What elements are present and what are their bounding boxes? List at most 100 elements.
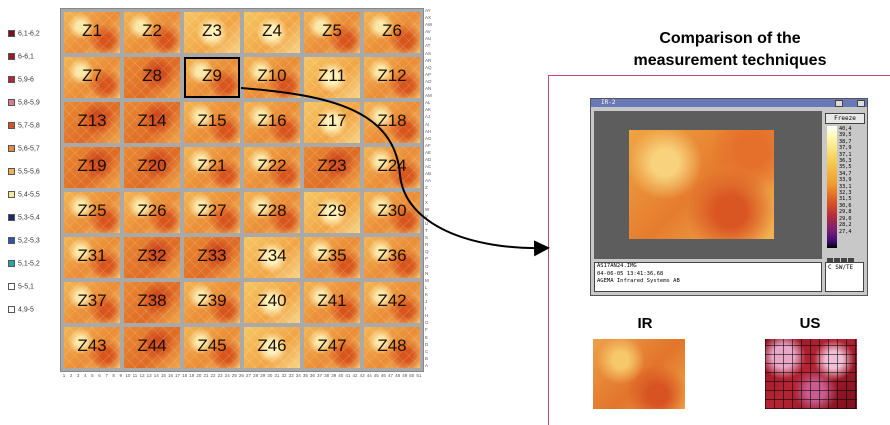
zone-cell[interactable]: Z15 bbox=[184, 102, 240, 143]
zone-label: Z31 bbox=[77, 246, 107, 265]
row-letter: AN bbox=[425, 86, 432, 92]
zone-cell[interactable]: Z19 bbox=[64, 147, 120, 188]
zone-cell[interactable]: Z23 bbox=[304, 147, 360, 188]
zone-cell[interactable]: Z33 bbox=[184, 237, 240, 278]
zone-cell[interactable]: Z36 bbox=[364, 237, 420, 278]
zone-cell[interactable]: Z48 bbox=[364, 327, 420, 368]
window-title-bar[interactable]: IR-2 bbox=[591, 99, 867, 107]
window-buttons bbox=[825, 100, 865, 108]
zone-grid: Z1 Z2 Z3 Z4 Z5 Z6 Z7 Z8 Z9 Z10 Z11 Z12 Z13 Z14 Z15 Z16 Z… bbox=[60, 8, 424, 372]
scale-value: 39,5 bbox=[839, 132, 852, 139]
zone-cell[interactable]: Z46 bbox=[244, 327, 300, 368]
zone-cell[interactable]: Z10 bbox=[244, 57, 300, 98]
row-letter: AS bbox=[425, 50, 432, 56]
thermography-window[interactable]: IR-2 Freeze 40,4 39,5 38,7 37,9 37,1 36,3 35,5… bbox=[590, 98, 868, 296]
zone-cell[interactable]: Z25 bbox=[64, 192, 120, 233]
zone-cell[interactable]: Z16 bbox=[244, 102, 300, 143]
zone-cell[interactable]: Z2 bbox=[124, 12, 180, 53]
zone-cell[interactable]: Z3 bbox=[184, 12, 240, 53]
zone-label: Z13 bbox=[77, 111, 107, 130]
zone-cell[interactable]: Z31 bbox=[64, 237, 120, 278]
column-number: 11 bbox=[132, 373, 138, 378]
row-letter: F bbox=[425, 327, 428, 333]
column-number: 50 bbox=[409, 373, 415, 378]
zone-cell[interactable]: Z4 bbox=[244, 12, 300, 53]
row-letter: J bbox=[425, 299, 428, 305]
scale-control-icon[interactable] bbox=[827, 258, 833, 264]
legend-item: 5,3-5,4 bbox=[8, 214, 40, 226]
row-letter: AP bbox=[425, 71, 432, 77]
minimize-icon[interactable] bbox=[835, 100, 844, 107]
zone-cell[interactable]: Z26 bbox=[124, 192, 180, 233]
legend-item: 5,6-5,7 bbox=[8, 145, 40, 157]
zone-cell[interactable]: Z39 bbox=[184, 282, 240, 323]
zone-label: Z20 bbox=[137, 156, 167, 175]
zone-label: Z39 bbox=[197, 291, 227, 310]
legend-item: 5,8-5,9 bbox=[8, 99, 40, 111]
zone-cell[interactable]: Z30 bbox=[364, 192, 420, 233]
zone-label: Z7 bbox=[82, 66, 102, 85]
scale-control-icon[interactable] bbox=[848, 258, 854, 264]
zone-cell[interactable]: Z9 bbox=[184, 57, 240, 98]
row-letter: T bbox=[425, 228, 428, 234]
row-letter: AO bbox=[425, 78, 432, 84]
zone-cell[interactable]: Z37 bbox=[64, 282, 120, 323]
zone-cell[interactable]: Z29 bbox=[304, 192, 360, 233]
zone-cell[interactable]: Z44 bbox=[124, 327, 180, 368]
zone-cell[interactable]: Z45 bbox=[184, 327, 240, 368]
zone-label: Z8 bbox=[142, 66, 162, 85]
zone-cell[interactable]: Z5 bbox=[304, 12, 360, 53]
column-number: 49 bbox=[402, 373, 408, 378]
zone-cell[interactable]: Z35 bbox=[304, 237, 360, 278]
maximize-icon[interactable] bbox=[857, 100, 865, 107]
zone-cell[interactable]: Z47 bbox=[304, 327, 360, 368]
zone-cell[interactable]: Z43 bbox=[64, 327, 120, 368]
row-letter: O bbox=[425, 263, 429, 269]
zone-cell[interactable]: Z14 bbox=[124, 102, 180, 143]
zone-cell[interactable]: Z1 bbox=[64, 12, 120, 53]
zone-cell[interactable]: Z40 bbox=[244, 282, 300, 323]
zone-cell[interactable]: Z32 bbox=[124, 237, 180, 278]
column-number: 40 bbox=[338, 373, 344, 378]
column-number: 6 bbox=[98, 373, 101, 378]
row-letter: G bbox=[425, 320, 429, 326]
zone-label: Z19 bbox=[77, 156, 107, 175]
zone-cell[interactable]: Z11 bbox=[304, 57, 360, 98]
row-letter: AV bbox=[425, 29, 431, 35]
window-title: IR-2 bbox=[601, 99, 616, 106]
row-letter: AF bbox=[425, 142, 431, 148]
freeze-button[interactable]: Freeze bbox=[825, 113, 865, 124]
zone-cell[interactable]: Z8 bbox=[124, 57, 180, 98]
zone-cell[interactable]: Z12 bbox=[364, 57, 420, 98]
zone-label: Z28 bbox=[257, 201, 287, 220]
zone-cell[interactable]: Z28 bbox=[244, 192, 300, 233]
zone-label: Z25 bbox=[77, 201, 107, 220]
legend-swatch bbox=[8, 237, 15, 244]
row-letter: U bbox=[425, 220, 429, 226]
column-number: 8 bbox=[112, 373, 115, 378]
zone-cell[interactable]: Z13 bbox=[64, 102, 120, 143]
column-number: 29 bbox=[260, 373, 266, 378]
row-letter: Z bbox=[425, 185, 428, 191]
column-number: 28 bbox=[253, 373, 259, 378]
zone-cell[interactable]: Z6 bbox=[364, 12, 420, 53]
scale-control-icon[interactable] bbox=[841, 258, 847, 264]
row-letter: AG bbox=[425, 135, 432, 141]
zone-cell[interactable]: Z38 bbox=[124, 282, 180, 323]
scale-control-icon[interactable] bbox=[834, 258, 840, 264]
zone-cell[interactable]: Z34 bbox=[244, 237, 300, 278]
zone-cell[interactable]: Z22 bbox=[244, 147, 300, 188]
zone-cell[interactable]: Z20 bbox=[124, 147, 180, 188]
legend-swatch bbox=[8, 145, 15, 152]
zone-label: Z45 bbox=[197, 336, 227, 355]
zone-cell[interactable]: Z27 bbox=[184, 192, 240, 233]
zone-cell[interactable]: Z42 bbox=[364, 282, 420, 323]
zone-cell[interactable]: Z41 bbox=[304, 282, 360, 323]
column-number: 19 bbox=[189, 373, 195, 378]
zone-cell[interactable]: Z21 bbox=[184, 147, 240, 188]
legend-label: 5,5-5,6 bbox=[18, 168, 40, 176]
column-number: 51 bbox=[416, 373, 422, 378]
zone-cell[interactable]: Z7 bbox=[64, 57, 120, 98]
temperature-scale-values: 40,4 39,5 38,7 37,9 37,1 36,3 35,5 34,7 33,9 33,1… bbox=[839, 126, 865, 248]
